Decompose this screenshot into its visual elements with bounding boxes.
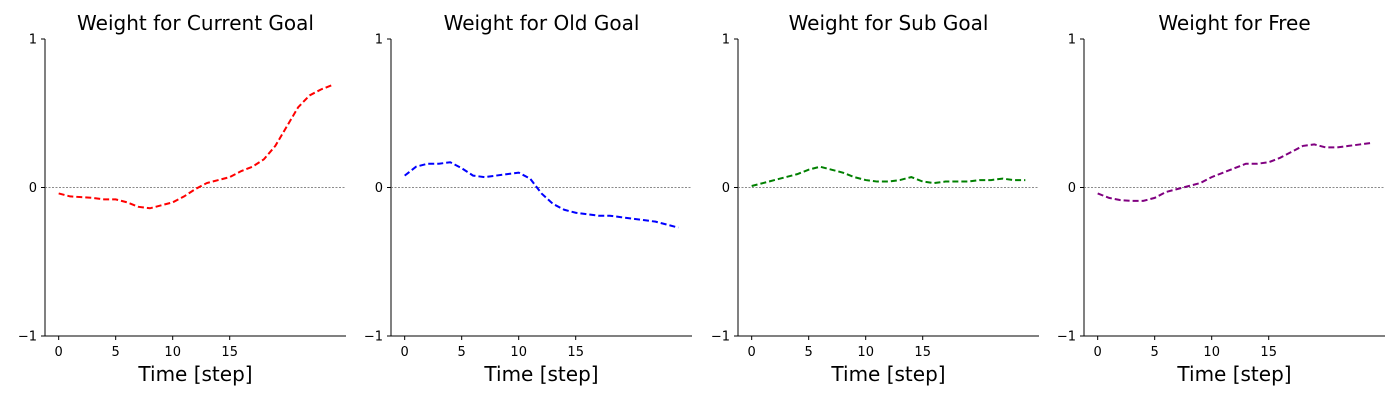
y-tick-label: −1 xyxy=(18,330,37,345)
y-tick-label: 1 xyxy=(1068,33,1076,48)
series-line xyxy=(1097,141,1372,202)
x-tick-label: 10 xyxy=(857,345,874,360)
y-tick-label: 0 xyxy=(29,181,37,196)
x-axis-label: Time [step] xyxy=(483,362,598,386)
y-tick-label: 1 xyxy=(29,33,37,48)
x-tick-label: 10 xyxy=(164,345,181,360)
chart-title: Weight for Free xyxy=(1158,11,1310,35)
x-tick-label: 5 xyxy=(458,345,466,360)
x-tick-label: 0 xyxy=(55,345,63,360)
y-tick-label: −1 xyxy=(1057,330,1076,345)
x-tick-label: 15 xyxy=(914,345,931,360)
x-axis-label: Time [step] xyxy=(137,362,252,386)
y-tick-label: 0 xyxy=(722,181,730,196)
series-line xyxy=(751,165,1026,187)
y-tick-label: 1 xyxy=(375,33,383,48)
x-axis-label: Time [step] xyxy=(1176,362,1291,386)
x-tick-label: 15 xyxy=(567,345,584,360)
x-tick-label: 5 xyxy=(805,345,813,360)
x-tick-label: 10 xyxy=(510,345,527,360)
x-tick-label: 0 xyxy=(748,345,756,360)
series-line xyxy=(404,161,679,229)
x-tick-label: 15 xyxy=(221,345,238,360)
x-tick-label: 15 xyxy=(1260,345,1277,360)
series-line xyxy=(58,84,333,210)
x-tick-label: 5 xyxy=(112,345,120,360)
y-tick-label: −1 xyxy=(711,330,730,345)
x-tick-label: 0 xyxy=(401,345,409,360)
chart-title: Weight for Old Goal xyxy=(444,11,640,35)
x-tick-label: 5 xyxy=(1151,345,1159,360)
chart-title: Weight for Sub Goal xyxy=(789,11,989,35)
chart-title: Weight for Current Goal xyxy=(77,11,314,35)
y-tick-label: 0 xyxy=(1068,181,1076,196)
y-tick-label: 1 xyxy=(722,33,730,48)
x-tick-label: 0 xyxy=(1094,345,1102,360)
y-tick-label: −1 xyxy=(364,330,383,345)
y-tick-label: 0 xyxy=(375,181,383,196)
x-axis-label: Time [step] xyxy=(830,362,945,386)
x-tick-label: 10 xyxy=(1203,345,1220,360)
